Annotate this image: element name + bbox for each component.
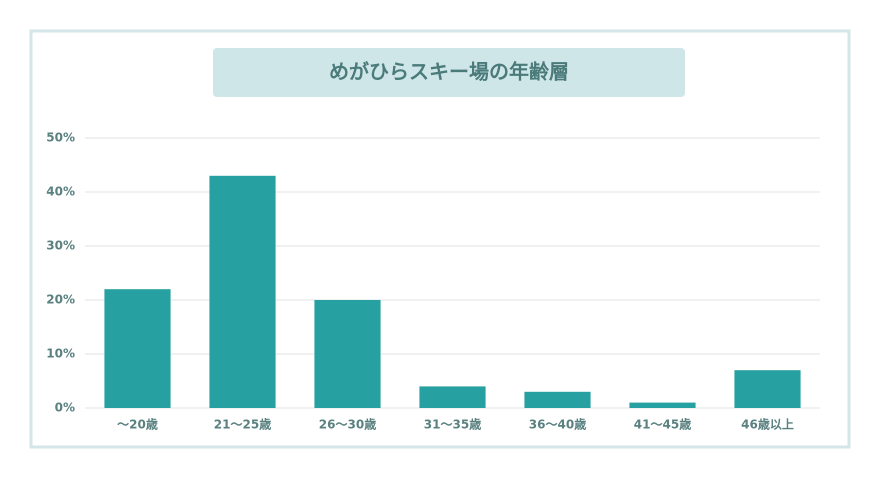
y-tick-label: 10% (46, 347, 75, 361)
bar (314, 300, 381, 408)
y-tick-label: 30% (46, 239, 75, 253)
chart-title: めがひらスキー場の年齢層 (329, 60, 569, 84)
y-tick-label: 0% (55, 401, 75, 415)
x-tick-label: 26〜30歳 (319, 417, 376, 432)
title-box (213, 48, 685, 97)
x-tick-label: 46歳以上 (741, 417, 794, 432)
x-tick-label: 41〜45歳 (634, 417, 691, 432)
y-tick-label: 50% (46, 131, 75, 145)
y-tick-label: 40% (46, 185, 75, 199)
bar (104, 289, 171, 408)
bar (209, 175, 276, 408)
y-tick-label: 20% (46, 293, 75, 307)
x-tick-label: 21〜25歳 (214, 417, 271, 432)
x-tick-label: 〜20歳 (117, 417, 158, 432)
bar (734, 370, 801, 408)
x-tick-label: 31〜35歳 (424, 417, 481, 432)
bar (419, 386, 486, 408)
bar (629, 402, 696, 408)
bar (524, 391, 591, 408)
x-tick-label: 36〜40歳 (529, 417, 586, 432)
